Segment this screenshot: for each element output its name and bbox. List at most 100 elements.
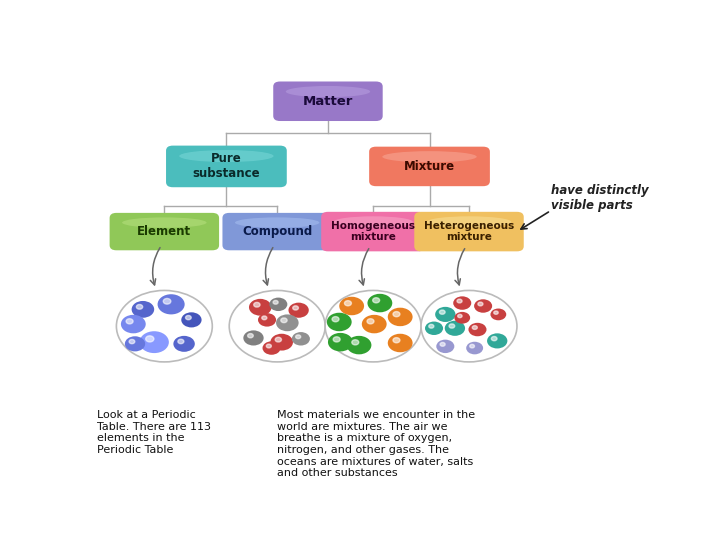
Circle shape — [454, 312, 470, 324]
Circle shape — [288, 302, 309, 318]
Circle shape — [388, 308, 413, 326]
Circle shape — [262, 316, 267, 320]
FancyBboxPatch shape — [273, 81, 383, 121]
Text: Pure
substance: Pure substance — [193, 152, 260, 180]
Circle shape — [474, 299, 492, 313]
Circle shape — [466, 342, 483, 354]
FancyBboxPatch shape — [369, 147, 490, 186]
Circle shape — [325, 290, 421, 362]
FancyBboxPatch shape — [166, 146, 287, 187]
Circle shape — [457, 299, 462, 303]
Text: Matter: Matter — [303, 95, 353, 108]
FancyBboxPatch shape — [110, 213, 219, 250]
FancyBboxPatch shape — [321, 212, 425, 251]
Circle shape — [458, 314, 462, 318]
Circle shape — [425, 322, 443, 335]
Circle shape — [388, 334, 413, 352]
Ellipse shape — [239, 239, 315, 244]
Circle shape — [116, 290, 213, 362]
Circle shape — [243, 330, 264, 346]
Circle shape — [421, 290, 517, 362]
Circle shape — [269, 298, 288, 311]
Circle shape — [454, 296, 471, 310]
Circle shape — [328, 333, 353, 352]
Text: have distinctly
visible parts: have distinctly visible parts — [551, 184, 649, 212]
Ellipse shape — [286, 86, 370, 97]
Text: Compound: Compound — [242, 225, 312, 238]
Circle shape — [478, 302, 483, 306]
Circle shape — [157, 294, 185, 314]
Circle shape — [258, 313, 276, 327]
Circle shape — [229, 290, 325, 362]
Text: Mixture: Mixture — [404, 160, 455, 173]
FancyBboxPatch shape — [414, 212, 523, 251]
Ellipse shape — [431, 240, 507, 245]
Circle shape — [140, 331, 169, 353]
Circle shape — [163, 299, 171, 304]
Circle shape — [373, 298, 379, 303]
Circle shape — [393, 337, 400, 343]
Circle shape — [293, 306, 298, 310]
Circle shape — [186, 316, 191, 320]
Circle shape — [440, 342, 445, 346]
Circle shape — [270, 334, 293, 351]
Ellipse shape — [427, 216, 511, 228]
Circle shape — [121, 315, 146, 333]
Circle shape — [440, 310, 445, 314]
Circle shape — [146, 336, 154, 342]
Circle shape — [470, 345, 475, 348]
Text: Most materials we encounter in the
world are mixtures. The air we
breathe is a m: Most materials we encounter in the world… — [277, 410, 475, 478]
Circle shape — [445, 321, 465, 336]
Circle shape — [273, 300, 278, 304]
Circle shape — [487, 333, 507, 348]
Circle shape — [472, 325, 478, 329]
Circle shape — [178, 339, 184, 343]
Circle shape — [436, 340, 454, 353]
Ellipse shape — [122, 217, 207, 228]
Circle shape — [266, 344, 272, 348]
Circle shape — [333, 337, 340, 342]
Ellipse shape — [337, 240, 409, 245]
FancyBboxPatch shape — [223, 213, 332, 250]
Circle shape — [136, 305, 143, 309]
Circle shape — [125, 336, 145, 352]
Circle shape — [249, 299, 272, 316]
Ellipse shape — [179, 150, 274, 162]
Ellipse shape — [382, 151, 477, 162]
Text: Homogeneous
mixture: Homogeneous mixture — [331, 221, 415, 242]
Circle shape — [276, 314, 298, 331]
Text: Look at a Periodic
Table. There are 113
elements in the
Periodic Table: Look at a Periodic Table. There are 113 … — [97, 410, 210, 455]
Circle shape — [429, 324, 434, 328]
Circle shape — [352, 340, 359, 345]
Text: Element: Element — [138, 225, 191, 238]
Circle shape — [393, 312, 400, 317]
Circle shape — [449, 324, 455, 328]
Circle shape — [435, 307, 456, 322]
Circle shape — [132, 301, 154, 318]
Circle shape — [254, 302, 260, 307]
Circle shape — [468, 323, 486, 336]
Circle shape — [281, 318, 287, 323]
Ellipse shape — [235, 217, 320, 228]
Text: Heterogeneous
mixture: Heterogeneous mixture — [424, 221, 514, 242]
Ellipse shape — [333, 216, 413, 228]
Circle shape — [339, 297, 364, 315]
Ellipse shape — [126, 239, 202, 244]
Ellipse shape — [387, 174, 472, 180]
Circle shape — [368, 294, 392, 312]
Circle shape — [181, 312, 202, 328]
Circle shape — [126, 319, 133, 324]
Circle shape — [344, 301, 352, 306]
Circle shape — [173, 336, 195, 352]
Circle shape — [332, 317, 339, 322]
Circle shape — [347, 336, 371, 354]
Ellipse shape — [290, 109, 366, 115]
Circle shape — [362, 315, 387, 333]
Ellipse shape — [183, 175, 269, 181]
Circle shape — [296, 335, 301, 339]
Circle shape — [491, 336, 497, 341]
Circle shape — [367, 319, 374, 324]
Circle shape — [494, 311, 498, 314]
Circle shape — [292, 332, 310, 346]
Circle shape — [327, 313, 352, 331]
